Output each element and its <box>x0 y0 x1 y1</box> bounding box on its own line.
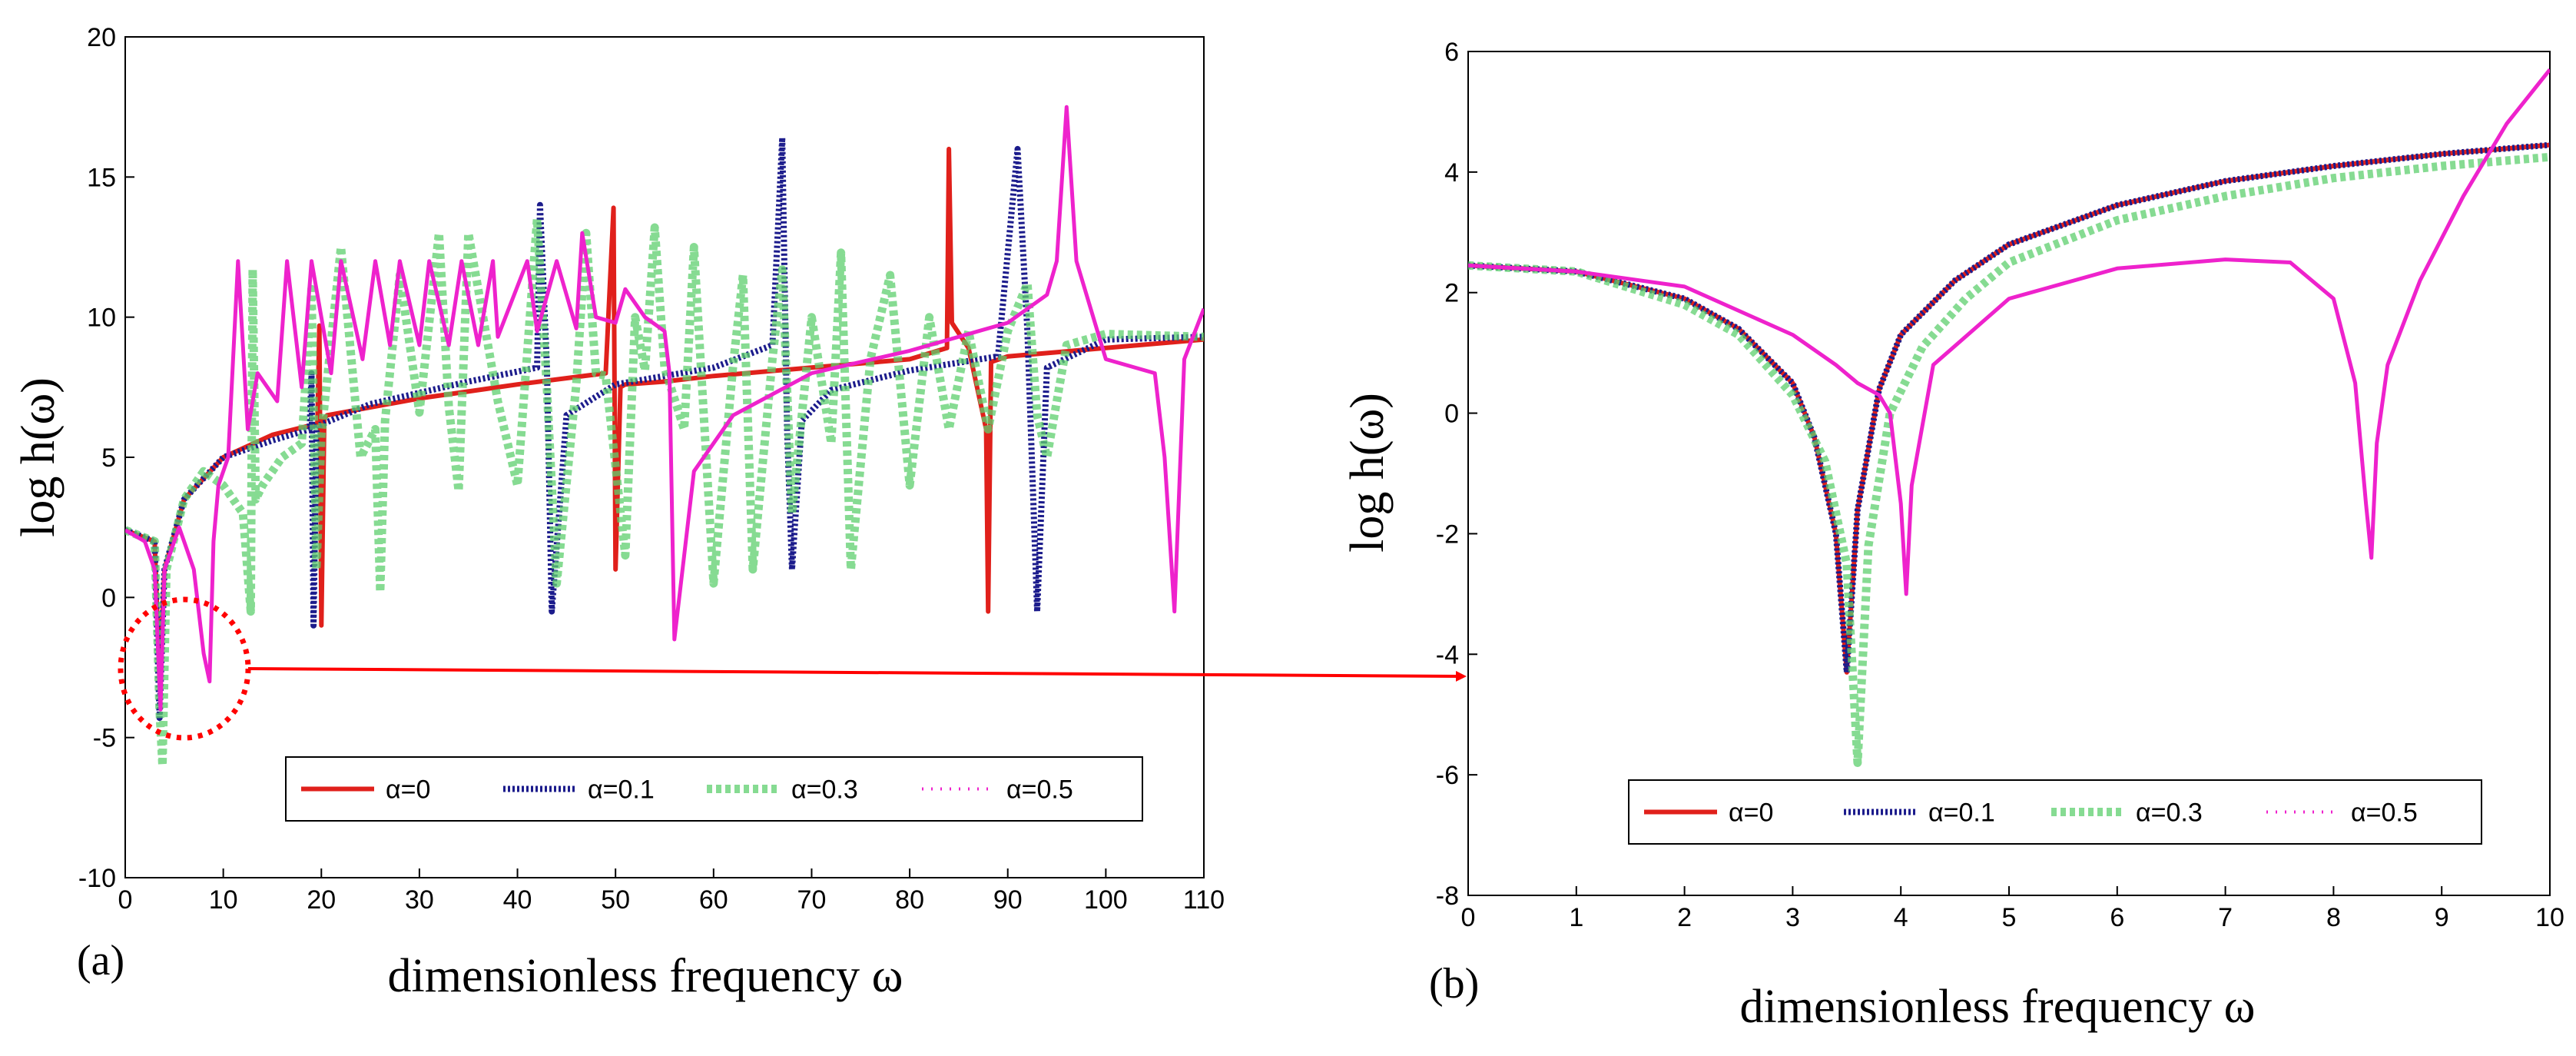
panel-a-frame <box>124 36 1205 878</box>
legend-label-alpha-0-1: α=0.1 <box>1928 799 1995 828</box>
x-tick-label: 80 <box>895 885 924 915</box>
series-line-alpha-0-3 <box>1468 152 2550 767</box>
x-tick-label: 4 <box>1894 903 1908 932</box>
y-tick-label: -2 <box>1436 520 1459 549</box>
x-tick-label: 70 <box>797 885 827 915</box>
y-tick-label: 20 <box>87 23 116 52</box>
y-tick-label: -8 <box>1436 882 1459 911</box>
x-tick-label: 110 <box>1183 885 1225 915</box>
panel-b-label: (b) <box>1429 960 1479 1008</box>
x-tick-label: 8 <box>2326 903 2341 932</box>
series-line-alpha-0-5 <box>1468 68 2550 596</box>
zoom-arrow <box>247 667 1467 682</box>
x-tick-label: 1 <box>1569 903 1583 932</box>
x-tick-label: 10 <box>209 885 238 915</box>
x-tick-label: 0 <box>1461 903 1476 932</box>
legend-label-alpha-0-5: α=0.5 <box>1006 775 1073 805</box>
panel-a-y-label: log h(ω) <box>12 377 65 537</box>
panel-b-frame <box>1467 51 2551 896</box>
x-tick-label: 5 <box>2002 903 2017 932</box>
y-tick-label: 6 <box>1444 38 1459 67</box>
legend-label-alpha-0-1: α=0.1 <box>588 775 655 805</box>
series-line-alpha-0-3 <box>125 214 1204 770</box>
x-tick-label: 3 <box>1785 903 1800 932</box>
x-tick-label: 7 <box>2218 903 2233 932</box>
x-tick-label: 2 <box>1677 903 1692 932</box>
x-tick-label: 100 <box>1084 885 1128 915</box>
x-tick-label: 60 <box>699 885 728 915</box>
y-tick-label: -10 <box>78 864 116 893</box>
y-tick-label: 10 <box>87 304 116 333</box>
x-tick-label: 10 <box>2535 903 2564 932</box>
legend-label-alpha-0: α=0 <box>1729 799 1773 828</box>
x-tick-label: 9 <box>2435 903 2449 932</box>
x-tick-label: 6 <box>2110 903 2124 932</box>
legend-box <box>1628 779 2482 845</box>
y-tick-label: 0 <box>101 583 116 613</box>
y-tick-label: 4 <box>1444 158 1459 188</box>
panel-b-y-label: log h(ω) <box>1341 393 1394 553</box>
x-tick-label: 20 <box>307 885 336 915</box>
panel-b-x-label: dimensionless frequency ω <box>1740 981 2256 1033</box>
y-tick-label: 15 <box>87 163 116 192</box>
y-tick-label: 2 <box>1444 279 1459 308</box>
y-tick-label: -4 <box>1436 640 1459 669</box>
zoom-annotation <box>118 596 1467 741</box>
x-tick-label: 0 <box>118 885 133 915</box>
x-tick-label: 90 <box>993 885 1023 915</box>
legend-label-alpha-0-3: α=0.3 <box>791 775 858 805</box>
y-tick-label: 5 <box>101 443 116 473</box>
series-line-alpha-0-1 <box>1468 141 2550 676</box>
y-tick-label: 0 <box>1444 400 1459 429</box>
x-tick-label: 30 <box>405 885 434 915</box>
y-tick-label: -6 <box>1436 761 1459 790</box>
legend-box <box>285 756 1143 822</box>
legend-label-alpha-0-3: α=0.3 <box>2136 799 2203 828</box>
panel-b: 0 1 2 3 4 5 6 7 8 9 10 -8 -6 -4 -2 0 2 4 6 α=0 α=0.1 α=0.3 α… <box>1341 38 2564 1033</box>
legend-label-alpha-0: α=0 <box>386 775 430 805</box>
panel-a-label: (a) <box>77 937 124 985</box>
x-tick-label: 40 <box>503 885 532 915</box>
legend-label-alpha-0-5: α=0.5 <box>2351 799 2418 828</box>
y-tick-label: -5 <box>93 724 116 753</box>
series-line-alpha-0-5 <box>125 105 1204 712</box>
panel-a-x-label: dimensionless frequency ω <box>388 950 903 1002</box>
panel-a: 0 10 20 30 40 50 60 70 80 90 100 110 -10-505101520 … <box>12 23 1225 1002</box>
x-tick-label: 50 <box>601 885 630 915</box>
